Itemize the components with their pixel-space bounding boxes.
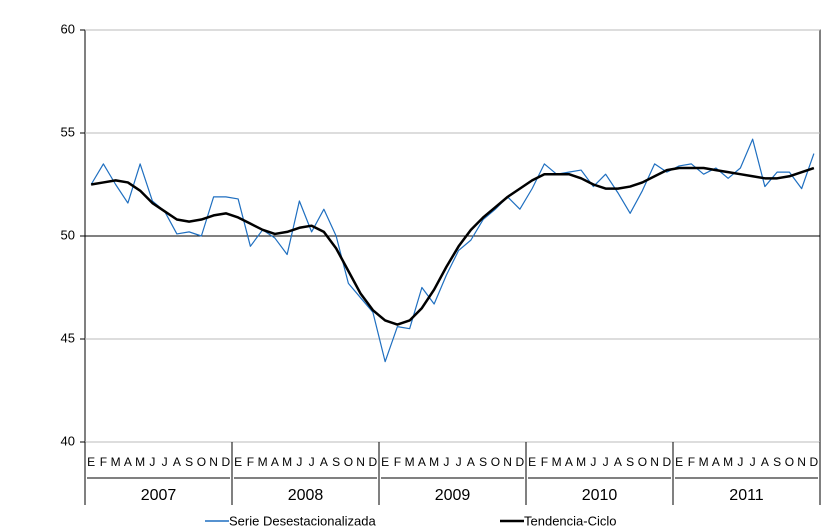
x-tick-label: S (626, 455, 634, 469)
x-tick-label: J (750, 455, 756, 469)
x-tick-label: N (356, 455, 365, 469)
x-tick-label: S (479, 455, 487, 469)
x-tick-label: M (258, 455, 268, 469)
x-tick-label: O (197, 455, 206, 469)
x-tick-label: O (785, 455, 794, 469)
x-tick-label: M (699, 455, 709, 469)
x-tick-label: J (603, 455, 609, 469)
x-tick-label: J (590, 455, 596, 469)
x-tick-label: D (222, 455, 231, 469)
x-tick-label: M (552, 455, 562, 469)
x-tick-label: N (503, 455, 512, 469)
y-tick-label: 60 (61, 21, 75, 36)
x-tick-label: N (797, 455, 806, 469)
x-tick-label: O (638, 455, 647, 469)
series-line (90, 166, 815, 326)
legend-label: Serie Desestacionalizada (229, 513, 376, 528)
x-tick-label: M (405, 455, 415, 469)
x-tick-label: F (100, 455, 107, 469)
x-tick-label: E (381, 455, 389, 469)
x-tick-label: J (737, 455, 743, 469)
x-tick-label: S (185, 455, 193, 469)
x-tick-label: D (516, 455, 525, 469)
x-tick-label: J (162, 455, 168, 469)
x-tick-label: A (467, 455, 475, 469)
x-tick-label: A (124, 455, 132, 469)
x-tick-label: E (87, 455, 95, 469)
series-line (90, 138, 815, 363)
x-tick-label: A (565, 455, 573, 469)
group-label: 2007 (141, 487, 177, 504)
x-tick-label: J (456, 455, 462, 469)
x-tick-label: M (429, 455, 439, 469)
x-tick-label: D (369, 455, 378, 469)
x-tick-label: F (247, 455, 254, 469)
x-tick-label: M (282, 455, 292, 469)
x-tick-label: M (723, 455, 733, 469)
x-tick-label: S (773, 455, 781, 469)
x-tick-label: N (650, 455, 659, 469)
legend-label: Tendencia-Ciclo (524, 513, 617, 528)
x-tick-label: J (309, 455, 315, 469)
x-tick-label: O (344, 455, 353, 469)
x-tick-label: A (614, 455, 622, 469)
y-tick-label: 40 (61, 433, 75, 448)
x-tick-label: M (576, 455, 586, 469)
x-tick-label: F (541, 455, 548, 469)
x-tick-label: O (491, 455, 500, 469)
x-tick-label: A (712, 455, 720, 469)
x-tick-label: D (810, 455, 819, 469)
x-tick-label: D (663, 455, 672, 469)
x-tick-label: A (320, 455, 328, 469)
group-label: 2008 (288, 487, 324, 504)
x-tick-label: F (688, 455, 695, 469)
x-tick-label: J (149, 455, 155, 469)
x-tick-label: A (418, 455, 426, 469)
x-tick-label: J (443, 455, 449, 469)
x-tick-label: E (675, 455, 683, 469)
x-tick-label: N (209, 455, 218, 469)
y-tick-label: 55 (61, 124, 75, 139)
x-tick-label: S (332, 455, 340, 469)
x-tick-label: M (135, 455, 145, 469)
x-tick-label: E (234, 455, 242, 469)
x-tick-label: A (271, 455, 279, 469)
y-tick-label: 45 (61, 330, 75, 345)
x-tick-label: M (111, 455, 121, 469)
x-tick-label: A (173, 455, 181, 469)
x-tick-label: E (528, 455, 536, 469)
y-tick-label: 50 (61, 227, 75, 242)
group-label: 2009 (435, 487, 471, 504)
x-tick-label: A (761, 455, 769, 469)
group-label: 2010 (582, 487, 618, 504)
x-tick-label: J (296, 455, 302, 469)
group-label: 2011 (729, 487, 764, 504)
x-tick-label: F (394, 455, 401, 469)
